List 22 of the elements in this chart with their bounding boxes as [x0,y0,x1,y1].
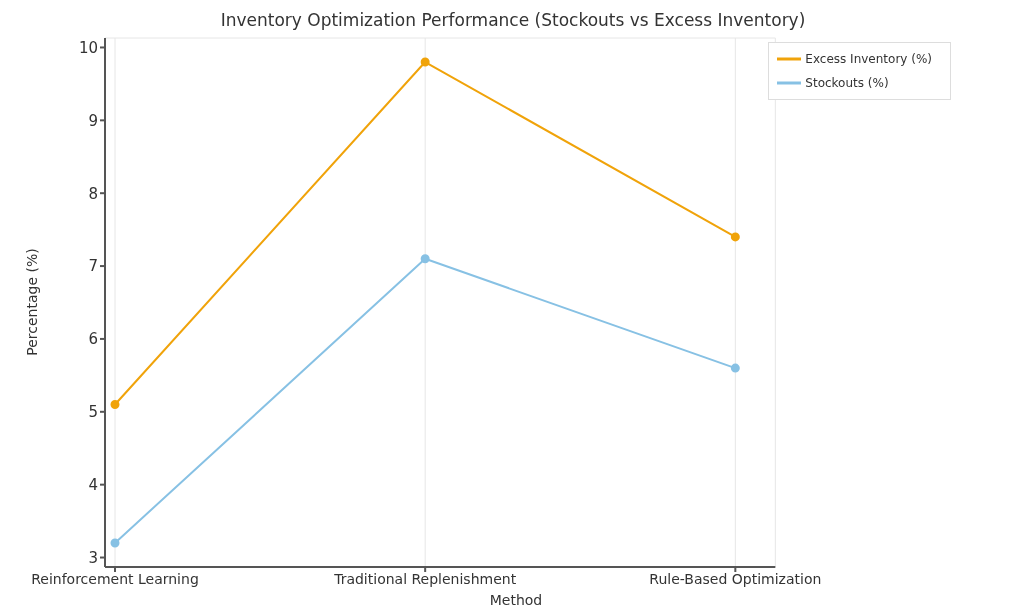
point [420,254,430,264]
y-axis-title: Percentage (%) [24,248,40,356]
y-tick-label: 8 [88,184,98,203]
x-tick-label: Rule-Based Optimization [649,570,822,587]
point [730,363,740,373]
chart-title: Inventory Optimization Performance (Stockouts vs Excess Inventory) [219,10,807,30]
y-tick-label: 9 [88,111,98,130]
x-tick-label: Reinforcement Learning [31,570,199,587]
point [110,538,120,548]
x-tick-label: Traditional Replenishment [333,570,517,587]
legend-label: Excess Inventory (%) [805,51,932,66]
y-tick-label: 6 [88,330,98,349]
point [110,400,120,410]
y-tick-label: 7 [88,257,98,276]
y-tick-label: 5 [88,403,98,422]
y-tick-label: 4 [88,475,98,494]
point [730,232,740,242]
legend-label: Stockouts (%) [805,75,889,90]
y-tick-label: 3 [88,548,98,567]
x-axis-title: Method [489,592,543,608]
point [420,57,430,67]
y-tick-label: 10 [78,38,98,57]
